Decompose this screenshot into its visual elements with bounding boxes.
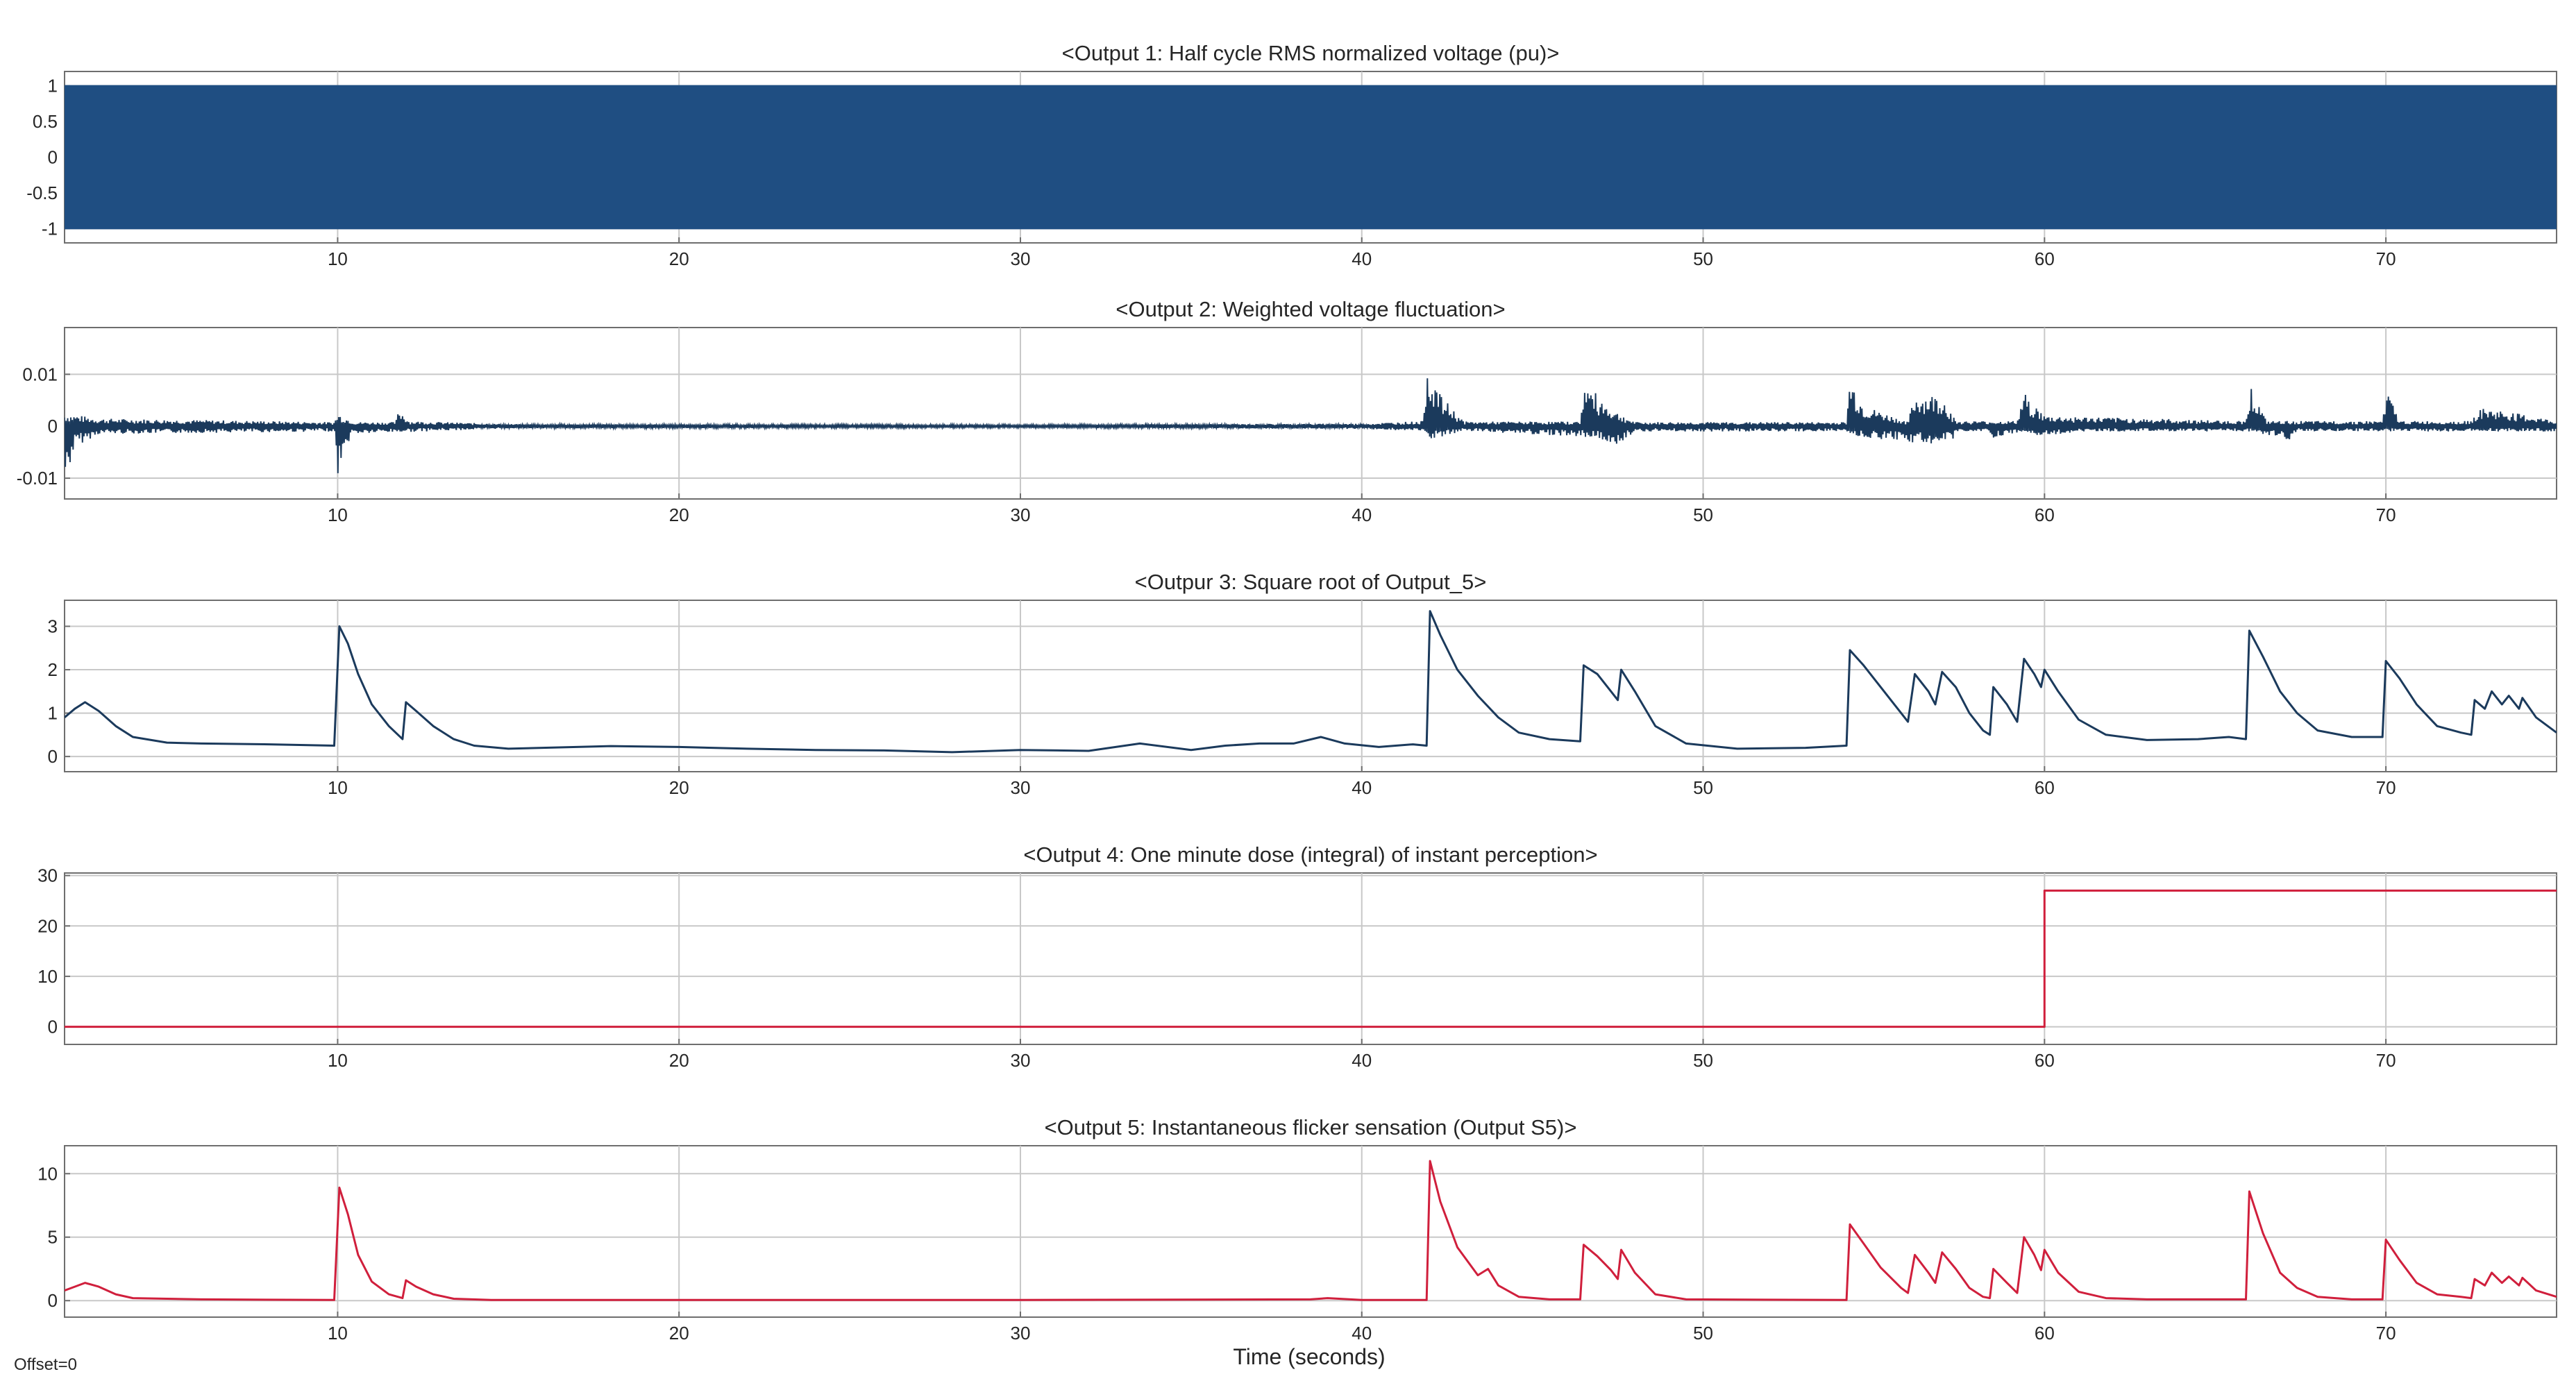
y-tick-label: 0.01 [22,364,58,384]
y-tick-label: 0 [48,1290,58,1311]
panel-title: <Output 2: Weighted voltage fluctuation> [1116,297,1505,321]
x-tick-label: 70 [2376,1050,2396,1071]
x-tick-label: 30 [1011,1323,1031,1344]
panels: <Output 1: Half cycle RMS normalized vol… [17,41,2557,1344]
panel-title: <Output 5: Instantaneous flicker sensati… [1045,1115,1577,1139]
y-tick-label: 3 [48,616,58,637]
panel-4: <Output 4: One minute dose (integral) of… [37,842,2557,1071]
series-1 [65,378,2557,473]
offset-label: Offset=0 [14,1355,77,1374]
y-tick-label: 10 [37,966,58,987]
x-tick-label: 30 [1011,777,1031,798]
y-tick-label: 0 [48,416,58,437]
x-tick-label: 20 [669,1323,689,1344]
x-tick-label: 70 [2376,505,2396,525]
x-tick-label: 20 [669,505,689,525]
x-tick-label: 10 [328,505,348,525]
plot-area [64,1145,2557,1318]
y-tick-label: 0 [48,1017,58,1037]
x-tick-label: 20 [669,1050,689,1071]
x-tick-label: 30 [1011,1050,1031,1071]
x-tick-label: 50 [1693,1323,1713,1344]
x-tick-label: 10 [328,248,348,269]
x-tick-label: 60 [2035,248,2055,269]
y-tick-label: 30 [37,865,58,886]
y-tick-label: -0.01 [17,468,58,489]
y-tick-label: 2 [48,659,58,680]
y-tick-label: 5 [48,1227,58,1248]
x-tick-label: 30 [1011,248,1031,269]
plot-area [64,327,2557,500]
y-tick-label: 0.5 [33,111,58,132]
x-tick-label: 70 [2376,1323,2396,1344]
x-tick-label: 40 [1352,505,1372,525]
x-tick-label: 50 [1693,505,1713,525]
x-axis-label: Time (seconds) [1233,1344,1385,1369]
y-tick-label: 1 [48,703,58,724]
panel-1: <Output 1: Half cycle RMS normalized vol… [26,41,2557,269]
x-tick-label: 60 [2035,777,2055,798]
x-tick-label: 50 [1693,1050,1713,1071]
series-1 [65,1160,2557,1301]
series-line [65,889,2557,1028]
x-tick-label: 20 [669,248,689,269]
panel-title: <Outpur 3: Square root of Output_5> [1135,570,1487,594]
series-line [65,1160,2557,1301]
panel-5: <Output 5: Instantaneous flicker sensati… [37,1115,2557,1344]
x-tick-label: 60 [2035,505,2055,525]
panel-3: <Outpur 3: Square root of Output_5>10 20 3… [48,570,2557,798]
x-tick-label: 10 [328,1050,348,1071]
panel-title: <Output 4: One minute dose (integral) of… [1023,842,1597,867]
x-tick-label: 20 [669,777,689,798]
y-tick-label: 10 [37,1163,58,1184]
series-line [65,610,2557,754]
y-tick-label: 0 [48,746,58,767]
y-tick-label: 1 [48,76,58,96]
x-tick-label: 60 [2035,1323,2055,1344]
panel-2: <Output 2: Weighted voltage fluctuation>… [17,297,2557,525]
y-tick-label: 0 [48,147,58,168]
series-band [65,85,2557,230]
y-tick-label: 20 [37,915,58,936]
x-tick-label: 10 [328,1323,348,1344]
x-tick-label: 40 [1352,777,1372,798]
series-1 [65,85,2557,230]
plot-area [64,600,2557,772]
x-tick-label: 70 [2376,777,2396,798]
series-line [65,378,2557,473]
x-tick-label: 50 [1693,777,1713,798]
x-tick-label: 30 [1011,505,1031,525]
x-tick-label: 10 [328,777,348,798]
x-tick-label: 40 [1352,248,1372,269]
x-tick-label: 40 [1352,1323,1372,1344]
x-tick-label: 50 [1693,248,1713,269]
x-tick-label: 60 [2035,1050,2055,1071]
y-tick-label: -0.5 [26,183,58,203]
plot-area [64,872,2557,1045]
x-tick-label: 70 [2376,248,2396,269]
panel-title: <Output 1: Half cycle RMS normalized vol… [1062,41,1560,65]
x-tick-label: 40 [1352,1050,1372,1071]
series-1 [65,610,2557,754]
y-tick-label: -1 [42,218,58,239]
series-1 [65,889,2557,1028]
